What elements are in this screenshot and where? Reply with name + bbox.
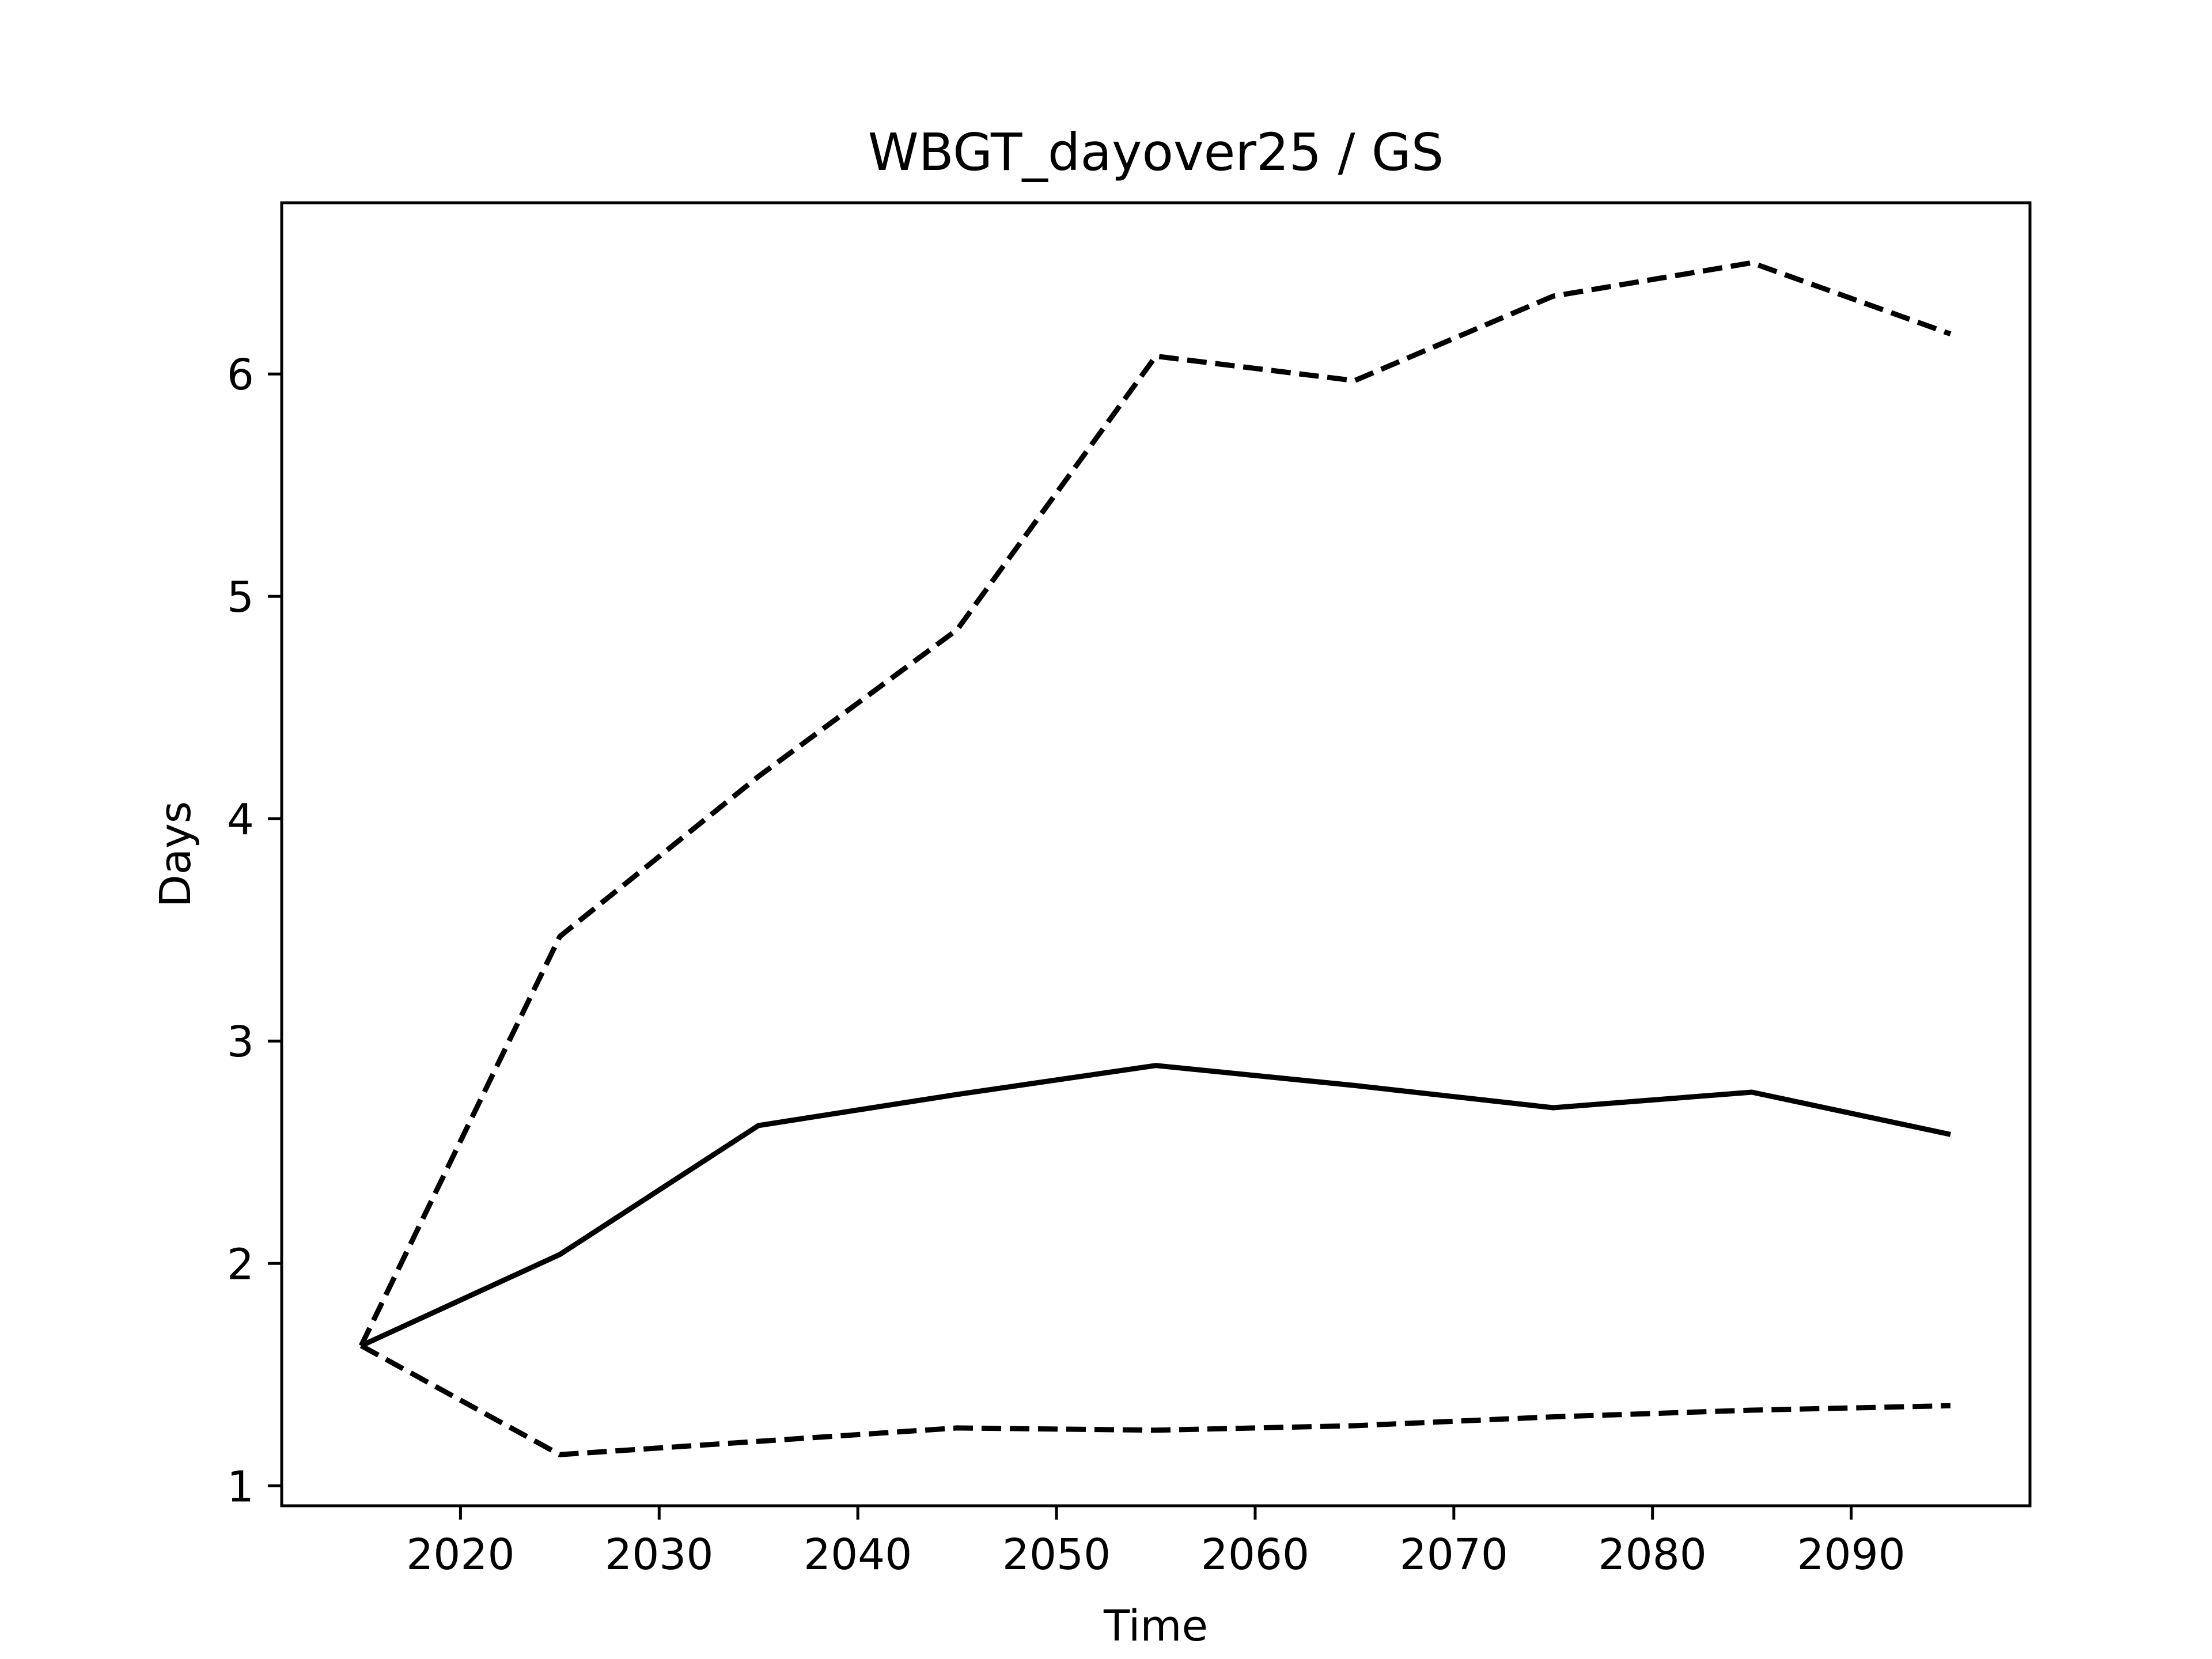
y-tick-label: 3 bbox=[227, 1017, 254, 1067]
y-axis-label: Days bbox=[151, 801, 200, 908]
plot-frame bbox=[280, 201, 2032, 1508]
y-axis-ticks: 1 2 3 4 5 6 bbox=[227, 350, 282, 1512]
x-axis-ticks: 2020 2030 2040 2050 2060 2070 2080 2090 bbox=[406, 1506, 1906, 1580]
plot-area bbox=[282, 203, 2030, 1506]
x-tick-label: 2030 bbox=[605, 1530, 713, 1580]
y-tick-label: 2 bbox=[227, 1240, 254, 1289]
x-tick-label: 2020 bbox=[406, 1530, 514, 1580]
y-tick-label: 5 bbox=[227, 573, 254, 622]
x-tick-label: 2090 bbox=[1797, 1530, 1905, 1580]
x-tick-label: 2050 bbox=[1002, 1530, 1111, 1580]
series-line-3 bbox=[359, 1343, 1951, 1457]
x-tick-label: 2060 bbox=[1201, 1530, 1309, 1580]
y-tick-label: 1 bbox=[227, 1462, 254, 1512]
plot-background bbox=[282, 203, 2030, 1506]
x-tick-label: 2080 bbox=[1599, 1530, 1707, 1580]
series-line-2 bbox=[358, 260, 1952, 1347]
x-axis-label: Time bbox=[1103, 1601, 1208, 1651]
series-layer bbox=[358, 260, 1952, 1457]
chart-title: WBGT_dayover25 / GS bbox=[868, 122, 1444, 182]
x-tick-label: 2070 bbox=[1400, 1530, 1508, 1580]
series-line-1 bbox=[360, 1063, 1951, 1349]
axes-layer bbox=[280, 201, 2032, 1508]
y-tick-label: 6 bbox=[227, 350, 254, 400]
x-tick-label: 2040 bbox=[804, 1530, 912, 1580]
y-tick-label: 4 bbox=[227, 795, 254, 844]
